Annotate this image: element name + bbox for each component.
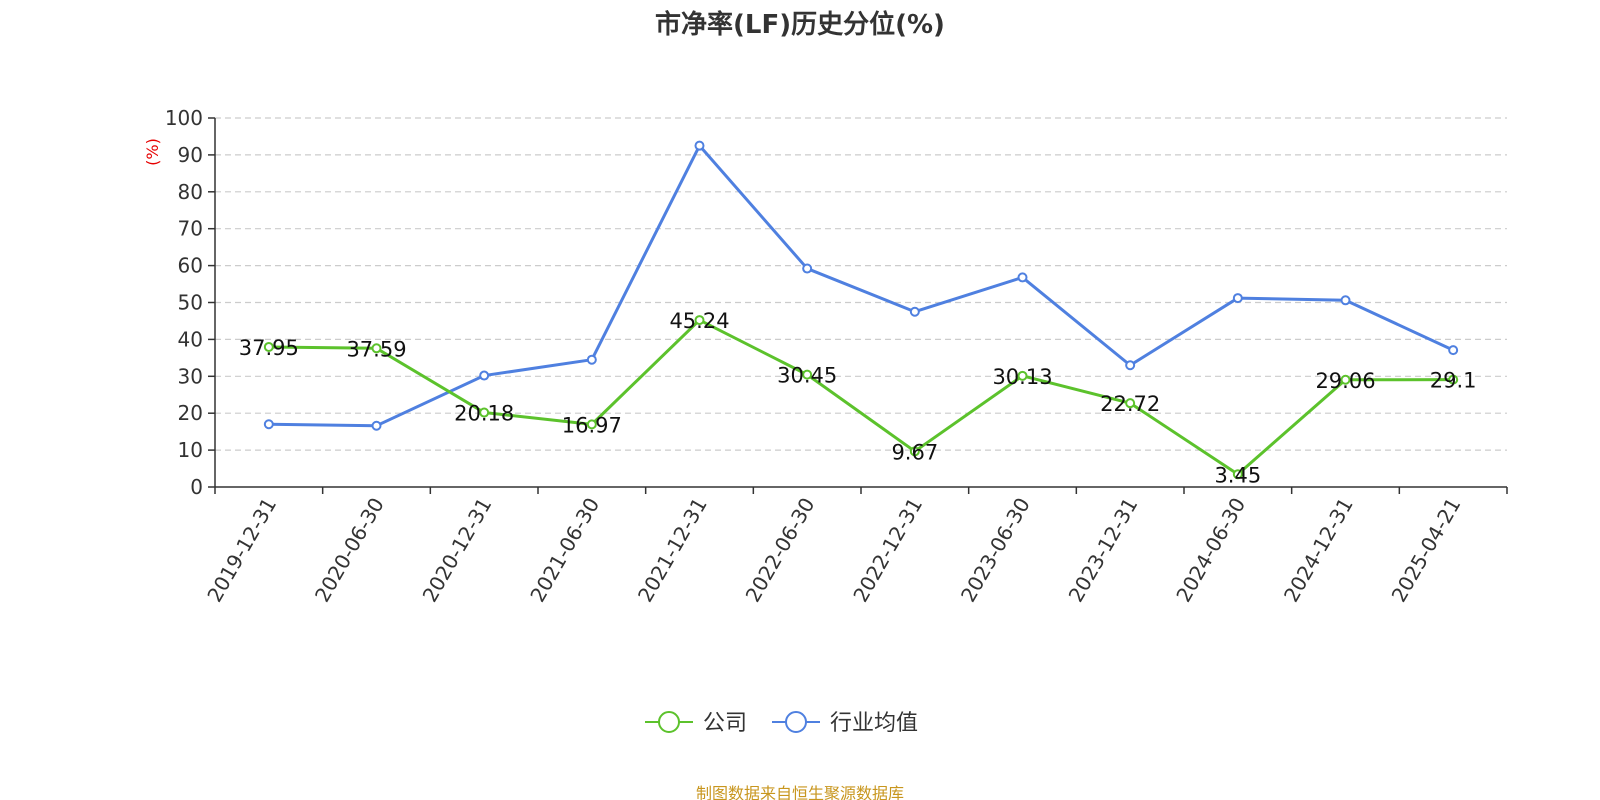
x-tick-label: 2023-12-31 [1064,494,1143,607]
data-point-company [1017,370,1028,381]
data-point-company [1232,469,1243,480]
y-tick-label: 90 [178,143,203,167]
series-line-company [268,318,1454,476]
y-axis-unit: (%) [143,138,162,166]
data-point-industry [586,354,597,365]
x-tick-label: 2021-06-30 [525,494,604,607]
x-tick-label: 2020-12-31 [418,494,497,607]
y-tick-label: 10 [178,438,203,462]
data-point-company [909,446,920,457]
legend-label: 行业均值 [830,711,918,736]
source-note: 制图数据来自恒生聚源数据库 [695,784,904,800]
data-point-company [263,341,274,352]
data-label-company: 9.67 [891,440,938,464]
grid-layer [215,117,1507,451]
label-layer: 37.95 37.59 20.18 16.97 45.24 30.45 9.67 30.13 2… [239,309,1477,487]
y-tick-label: 30 [178,364,203,388]
x-tick-label: 2024-06-30 [1171,494,1250,607]
y-tick-label: 70 [178,217,203,241]
data-point-industry [1125,360,1136,371]
data-point-company [479,407,490,418]
y-tick-label: 80 [178,180,203,204]
data-point-company [694,315,705,326]
data-point-industry [1232,293,1243,304]
legend-label: 公司 [703,711,747,736]
legend-marker [785,711,807,733]
legend-item-company[interactable]: 公司 [645,711,747,736]
x-tick-label: 2024-12-31 [1279,494,1358,607]
y-tick-label: 40 [178,327,203,351]
legend: 公司 行业均值 [645,711,918,736]
x-tick-label: 2019-12-31 [202,494,281,607]
y-tick-label: 50 [178,291,203,315]
x-tick-label: 2025-04-21 [1387,494,1466,607]
data-point-company [371,343,382,354]
y-tick-label: 0 [190,475,203,499]
data-point-industry [1448,345,1459,356]
series-line-industry [268,144,1454,428]
data-label-company: 20.18 [454,402,514,426]
legend-marker [658,711,680,733]
legend-item-industry[interactable]: 行业均值 [772,711,918,736]
data-point-industry [1340,295,1351,306]
data-point-company [586,419,597,430]
data-point-industry [1017,272,1028,283]
x-tick-label: 2020-06-30 [310,494,389,607]
data-label-company: 37.59 [346,337,406,361]
data-label-company: 16.97 [562,413,622,437]
x-tick-label: 2022-06-30 [741,494,820,607]
data-point-industry [371,420,382,431]
data-label-company: 37.95 [239,336,299,360]
data-point-industry [802,263,813,274]
data-label-company: 22.72 [1100,392,1160,416]
data-label-company: 30.45 [777,364,837,388]
data-point-company [1125,398,1136,409]
x-tick-label: 2023-06-30 [956,494,1035,607]
x-tick-label: 2022-12-31 [848,494,927,607]
data-point-industry [263,419,274,430]
data-point-company [1340,374,1351,385]
data-label-company: 29.06 [1315,369,1375,393]
data-point-company [802,369,813,380]
chart-title: 市净率(LF)历史分位(%) [655,10,945,40]
series-layer [263,140,1459,480]
x-tick-label: 2021-12-31 [633,494,712,607]
data-point-industry [479,370,490,381]
data-point-industry [909,306,920,317]
data-label-company: 45.24 [669,309,729,333]
data-point-company [1448,374,1459,385]
data-label-company: 29.1 [1430,369,1477,393]
data-label-company: 3.45 [1214,463,1261,487]
y-tick-label: 20 [178,401,203,425]
y-tick-label: 60 [178,254,203,278]
y-tick-label: 100 [165,106,203,130]
data-label-company: 30.13 [992,365,1052,389]
data-point-industry [694,140,705,151]
